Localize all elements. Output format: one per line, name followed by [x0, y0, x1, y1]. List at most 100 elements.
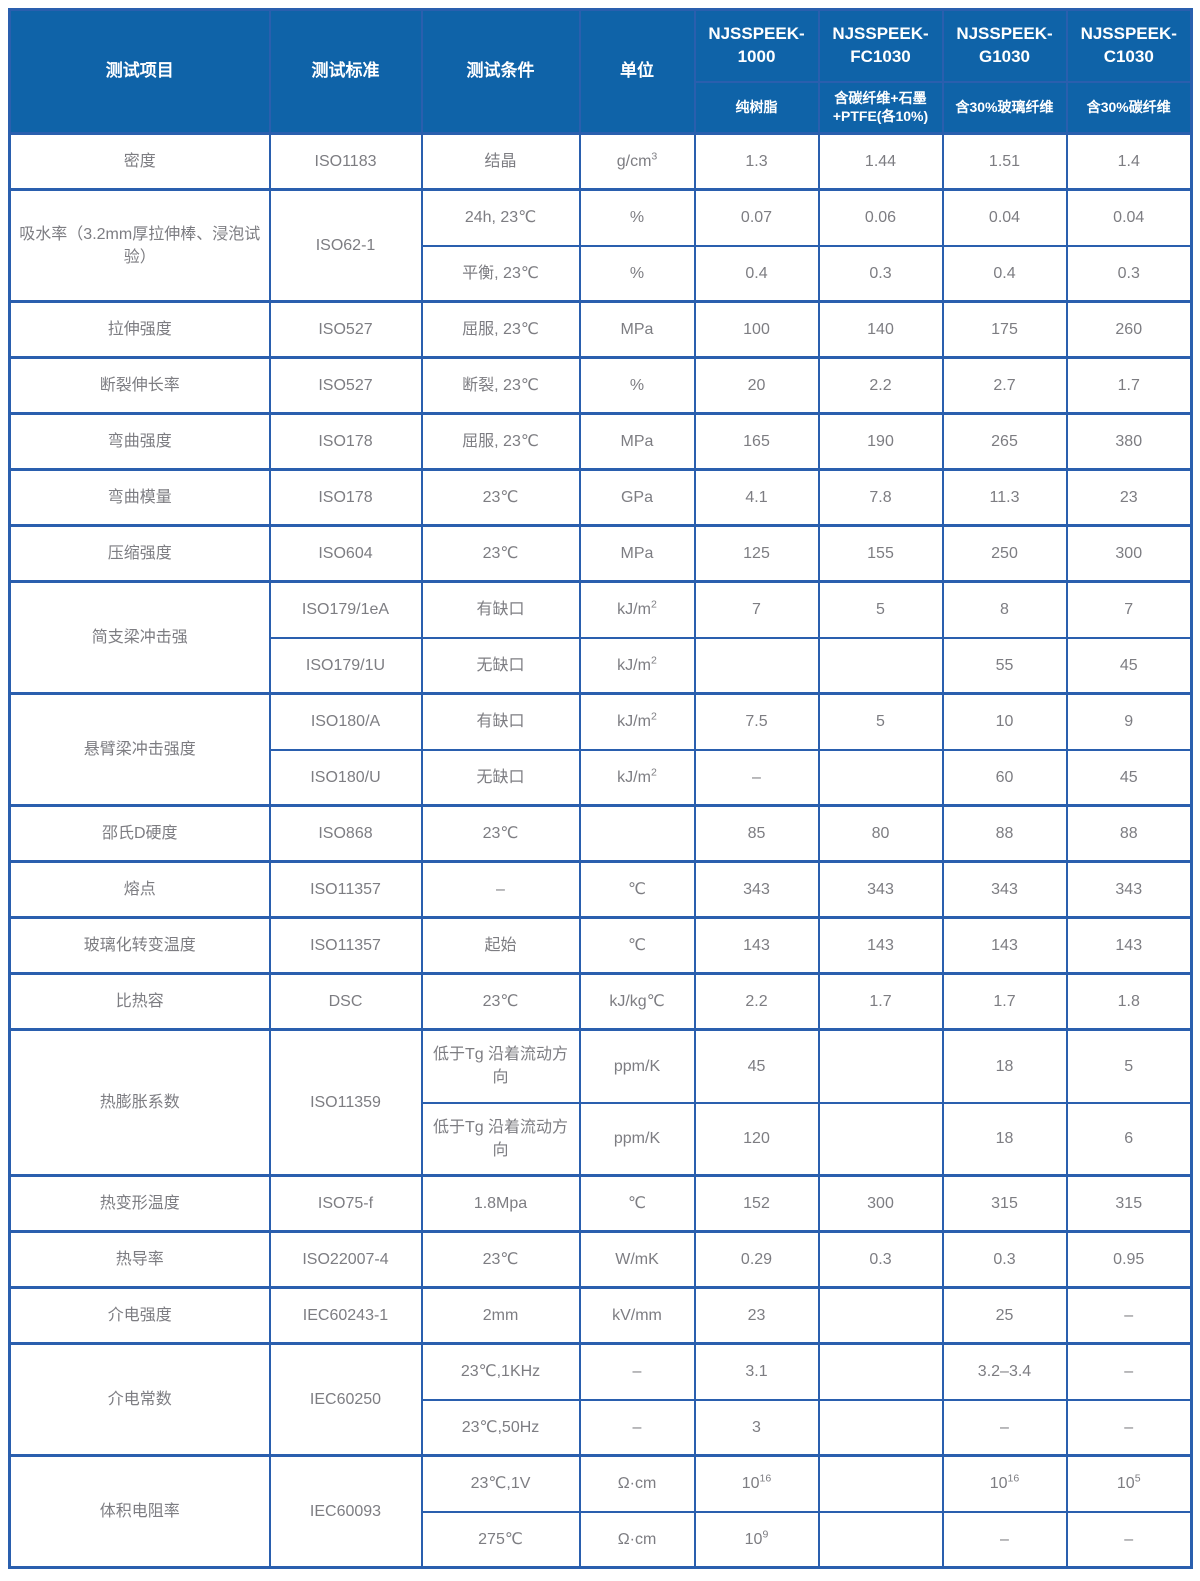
cell-test-condition: 屈服, 23℃: [420, 412, 581, 471]
cell-test-standard: ISO868: [268, 804, 423, 863]
table-row: 悬臂梁冲击强度 ISO180/A 有缺口 kJ/m2 7.5 5 10 9: [8, 692, 1193, 807]
cell-test-item: 弯曲强度: [8, 412, 271, 471]
cell-value: 1.7: [1065, 356, 1193, 415]
cell-unit: ppm/K: [578, 1028, 696, 1104]
cell-value: 343: [693, 860, 820, 919]
cell-test-standard: IEC60243-1: [268, 1286, 423, 1345]
cell-value: 143: [817, 916, 944, 975]
table-row: 平衡, 23℃% 0.4 0.3 0.4 0.3: [10, 244, 1193, 303]
cell-value: 7: [693, 580, 820, 639]
cell-value: 2.2: [693, 972, 820, 1031]
cell-value: 1.4: [1065, 132, 1193, 191]
table-row: 熔点 ISO11357– ℃ 343 343 343 343: [8, 860, 1193, 919]
cell-test-condition: 有缺口: [420, 692, 581, 751]
cell-value: 165: [693, 412, 820, 471]
cell-value: 125: [693, 524, 820, 583]
cell-test-item: 压缩强度: [8, 524, 271, 583]
cell-unit: %: [578, 244, 696, 303]
cell-value: 18: [941, 1028, 1068, 1104]
cell-test-item: 热变形温度: [8, 1174, 271, 1233]
cell-test-item: 弯曲模量: [8, 468, 271, 527]
cell-test-standard: ISO62-1: [268, 188, 423, 303]
table-row: 23℃,50Hz –3– –: [10, 1398, 1193, 1457]
cell-value: 45: [1065, 636, 1193, 695]
cell-unit: ℃: [578, 1174, 696, 1233]
cell-test-condition: 1.8Mpa: [420, 1174, 581, 1233]
cell-value: [693, 636, 820, 695]
cell-value: 105: [1065, 1454, 1193, 1513]
cell-unit: MPa: [578, 412, 696, 471]
header-col-unit: 单位: [578, 8, 696, 135]
cell-test-standard: ISO75-f: [268, 1174, 423, 1233]
cell-value: 18: [941, 1101, 1068, 1177]
table-row: 弯曲强度 ISO178 屈服, 23℃ MPa 165 190 265 380: [8, 412, 1193, 471]
cell-test-standard: IEC60093: [268, 1454, 423, 1569]
table-row: 介电强度 IEC60243-1 2mm kV/mm 23 25–: [8, 1286, 1193, 1345]
table-row: 吸水率（3.2mm厚拉伸棒、浸泡试验） ISO62-1 24h, 23℃% 0.07 0…: [8, 188, 1193, 303]
cell-test-condition: 有缺口: [420, 580, 581, 639]
cell-value: 1.8: [1065, 972, 1193, 1031]
cell-test-standard: IEC60250: [268, 1342, 423, 1457]
material-properties-table: 测试项目 测试标准 测试条件 单位 NJSSPEEK- 1000 NJSSPEE…: [8, 8, 1193, 1570]
cell-value: 175: [941, 300, 1068, 359]
cell-unit: ℃: [578, 916, 696, 975]
cell-test-item: 玻璃化转变温度: [8, 916, 271, 975]
table-row: 密度 ISO1183 结晶 g/cm3 1.3 1.44 1.51 1.4: [8, 132, 1193, 191]
cell-value: 7.8: [817, 468, 944, 527]
cell-test-standard: ISO179/1eA: [268, 580, 423, 639]
cell-test-condition: 24h, 23℃: [420, 188, 581, 247]
cell-test-condition: 起始: [420, 916, 581, 975]
cell-value: 143: [1065, 916, 1193, 975]
cell-unit: Ω·cm: [578, 1510, 696, 1569]
cell-test-condition: 23℃,50Hz: [420, 1398, 581, 1457]
cell-value: 88: [1065, 804, 1193, 863]
cell-unit: %: [578, 356, 696, 415]
cell-value: 3: [693, 1398, 820, 1457]
table-row: ISO179/1U 无缺口 kJ/m2 55 45: [10, 636, 1193, 695]
cell-test-item: 比热容: [8, 972, 271, 1031]
table-row: 弯曲模量 ISO178 23℃ GPa 4.1 7.8 11.3 23: [8, 468, 1193, 527]
cell-value: 343: [1065, 860, 1193, 919]
cell-value: 0.95: [1065, 1230, 1193, 1289]
header-col-test-item: 测试项目: [8, 8, 271, 135]
cell-value: –: [1065, 1342, 1193, 1401]
cell-value: 1.3: [693, 132, 820, 191]
product-desc: 含30%玻璃纤维: [941, 80, 1068, 135]
cell-value: 343: [941, 860, 1068, 919]
cell-value: 0.29: [693, 1230, 820, 1289]
cell-value: 3.2–3.4: [941, 1342, 1068, 1401]
cell-value: [817, 1398, 944, 1457]
cell-test-condition: 平衡, 23℃: [420, 244, 581, 303]
cell-test-standard: ISO178: [268, 412, 423, 471]
cell-value: –: [1065, 1398, 1193, 1457]
cell-value: 5: [817, 692, 944, 751]
cell-value: 0.3: [941, 1230, 1068, 1289]
cell-test-standard: ISO527: [268, 300, 423, 359]
cell-value: 315: [1065, 1174, 1193, 1233]
cell-test-item: 密度: [8, 132, 271, 191]
cell-unit: %: [578, 188, 696, 247]
cell-test-standard: ISO178: [268, 468, 423, 527]
table-row: 比热容 DSC 23℃ kJ/kg℃ 2.2 1.7 1.7 1.8: [8, 972, 1193, 1031]
cell-value: 109: [693, 1510, 820, 1569]
cell-test-item: 体积电阻率: [8, 1454, 271, 1569]
cell-value: –: [1065, 1286, 1193, 1345]
cell-value: 143: [941, 916, 1068, 975]
cell-value: 55: [941, 636, 1068, 695]
table-row: 体积电阻率 IEC60093 23℃,1V Ω·cm 1016 1016 105: [8, 1454, 1193, 1569]
cell-test-item: 邵氏D硬度: [8, 804, 271, 863]
product-name: NJSSPEEK- G1030: [941, 8, 1068, 83]
cell-test-item: 熔点: [8, 860, 271, 919]
table-header: 测试项目 测试标准 测试条件 单位 NJSSPEEK- 1000 NJSSPEE…: [8, 8, 1193, 135]
cell-test-standard: ISO11357: [268, 916, 423, 975]
table-row: 热变形温度 ISO75-f 1.8Mpa ℃ 152 300 315 315: [8, 1174, 1193, 1233]
cell-value: [817, 748, 944, 807]
table-row: 介电常数 IEC60250 23℃,1KHz –3.1 3.2–3.4–: [8, 1342, 1193, 1457]
product-name: NJSSPEEK- C1030: [1065, 8, 1193, 83]
cell-value: 1016: [941, 1454, 1068, 1513]
cell-unit: –: [578, 1398, 696, 1457]
cell-test-standard: ISO11357: [268, 860, 423, 919]
cell-value: 0.4: [693, 244, 820, 303]
cell-value: 20: [693, 356, 820, 415]
